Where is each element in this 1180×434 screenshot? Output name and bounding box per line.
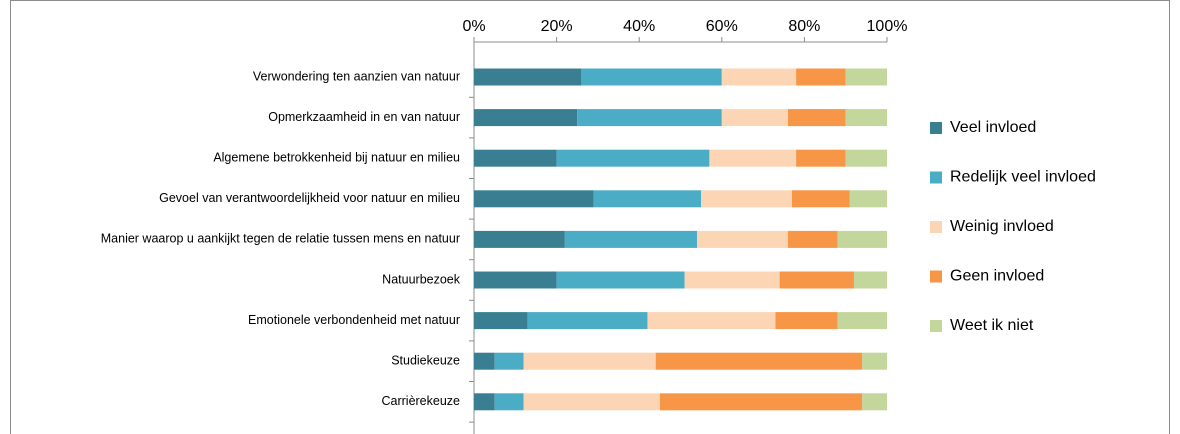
bar-segment (721, 109, 788, 127)
bar-segment (837, 312, 887, 330)
legend-label: Veel invloed (950, 119, 1036, 136)
bar-segment (474, 190, 594, 208)
x-tick-label: 100% (867, 18, 908, 35)
bar-segment (593, 190, 702, 208)
bar-segment (796, 149, 846, 167)
x-tick-label: 80% (788, 18, 820, 35)
bar-segment (862, 352, 887, 370)
x-tick-label: 60% (706, 18, 738, 35)
y-tick-label: Emotionele verbondenheid met natuur (248, 313, 460, 327)
bar-segment (697, 230, 788, 248)
legend-label: Weinig invloed (950, 218, 1054, 235)
x-tick-label: 0% (462, 18, 485, 35)
y-tick-label: Gevoel van verantwoordelijkheid voor nat… (159, 191, 460, 205)
bar-segment (647, 312, 776, 330)
x-tick-label: 40% (623, 18, 655, 35)
bar-segment (659, 393, 863, 411)
y-tick-label: Verwondering ten aanzien van natuur (253, 69, 460, 83)
bar-segment (684, 271, 780, 289)
legend-swatch (930, 221, 942, 233)
bar-segment (474, 230, 565, 248)
bar-segment (845, 149, 887, 167)
bar-segment (474, 109, 578, 127)
bar-segment (474, 393, 495, 411)
legend-swatch (930, 122, 942, 134)
legend-swatch (930, 270, 942, 283)
bar-segment (564, 230, 698, 248)
bar-segment (474, 68, 582, 86)
legend-label: Redelijk veel invloed (950, 169, 1096, 186)
bar-segment (849, 190, 887, 208)
y-tick-label: Opmerkzaamheid in en van natuur (268, 110, 460, 124)
bar-segment (474, 149, 557, 167)
y-tick-label: Manier waarop u aankijkt tegen de relati… (101, 232, 460, 246)
bar-segment (527, 312, 648, 330)
bar-segment (577, 109, 722, 127)
bar-segment (474, 312, 528, 330)
bar-segment (792, 190, 850, 208)
y-tick-label: Natuurbezoek (382, 272, 461, 286)
bar-segment (474, 352, 495, 370)
bar-segment (853, 271, 887, 289)
bar-segment (721, 68, 797, 86)
bar-segment (494, 393, 524, 411)
chart-frame (10, 0, 1170, 434)
bar-segment (796, 68, 846, 86)
bar-segment (862, 393, 887, 411)
bar-segment (787, 230, 838, 248)
bar-segment (709, 149, 797, 167)
legend-swatch (930, 320, 942, 332)
legend-label: Geen invloed (950, 268, 1044, 285)
bar-segment (556, 271, 685, 289)
y-tick-label: Algemene betrokkenheid bij natuur en mil… (213, 150, 460, 164)
bar-segment (775, 312, 838, 330)
bar-segment (581, 68, 722, 86)
bar-segment (779, 271, 854, 289)
bar-segment (701, 190, 793, 208)
bar-segment (523, 352, 656, 370)
bar-segment (556, 149, 710, 167)
x-tick-label: 20% (541, 18, 573, 35)
bar-segment (845, 68, 887, 86)
bar-segment (837, 230, 887, 248)
bar-segment (845, 109, 887, 127)
bar-segment (655, 352, 863, 370)
bar-segment (474, 271, 557, 289)
y-tick-label: Studiekeuze (391, 353, 460, 367)
legend-label: Weet ik niet (950, 317, 1034, 334)
y-tick-label: Carrièrekeuze (381, 394, 460, 408)
bar-segment (494, 352, 524, 370)
bar-segment (523, 393, 660, 411)
legend-swatch (930, 171, 942, 184)
bar-segment (787, 109, 846, 127)
